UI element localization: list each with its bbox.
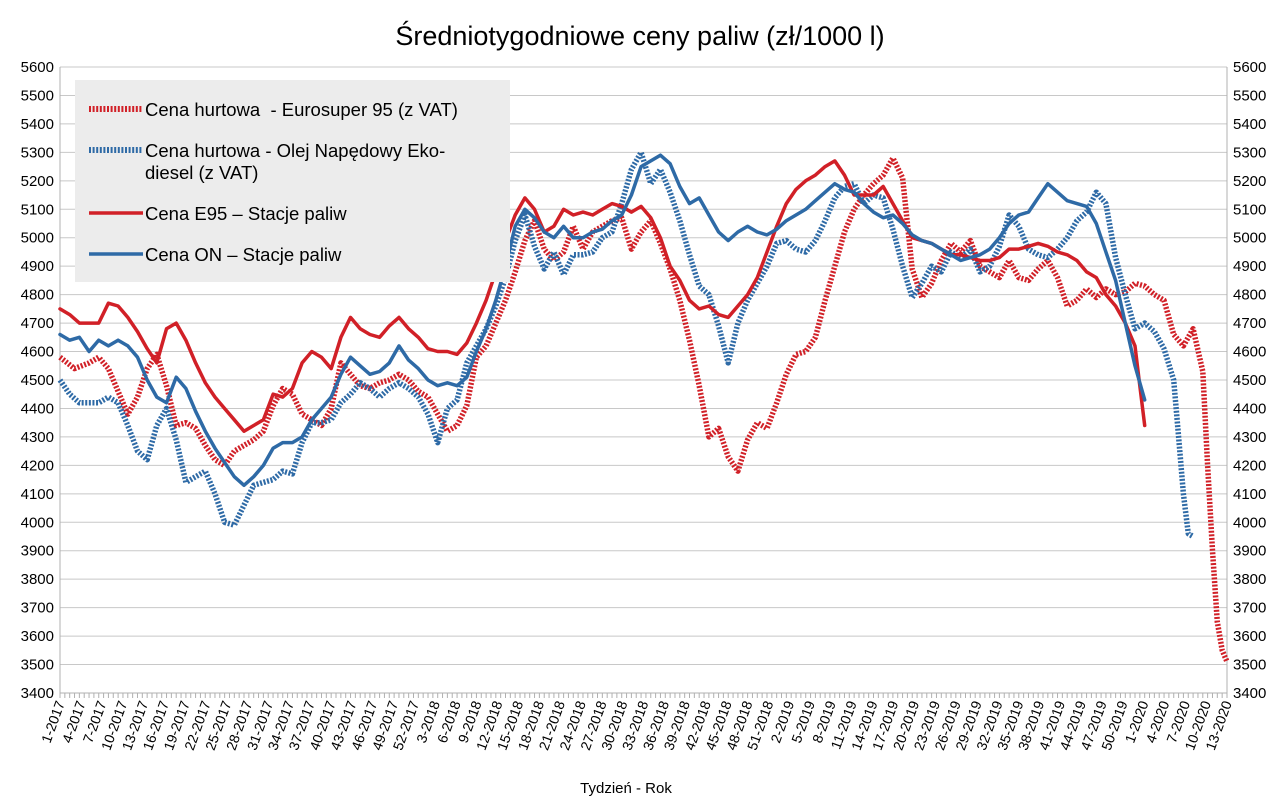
y-tick-label-right: 5400: [1233, 116, 1266, 133]
y-tick-label-left: 4200: [21, 457, 54, 474]
y-tick-label-left: 5600: [21, 59, 54, 76]
y-tick-label-left: 5500: [21, 87, 54, 104]
legend-label-e95-stations: Cena E95 – Stacje paliw: [145, 203, 347, 224]
y-tick-label-right: 4000: [1233, 514, 1266, 531]
y-tick-label-right: 3400: [1233, 685, 1266, 702]
series-layer: [57, 149, 1230, 663]
x-axis-title: Tydzień - Rok: [580, 780, 672, 797]
y-tick-label-right: 4700: [1233, 315, 1266, 332]
y-tick-label-left: 3600: [21, 628, 54, 645]
y-tick-label-right: 4600: [1233, 344, 1266, 361]
legend-background: [75, 80, 510, 282]
series-line-3: [58, 153, 1147, 488]
y-tick-label-right: 4800: [1233, 287, 1266, 304]
legend-label-eurosuper-wholesale: Cena hurtowa - Eurosuper 95 (z VAT): [145, 99, 458, 120]
y-tick-label-left: 3400: [21, 685, 54, 702]
y-tick-label-left: 5400: [21, 116, 54, 133]
y-tick-label-left: 4900: [21, 258, 54, 275]
series-line-2: [58, 159, 1147, 433]
y-tick-label-left: 4300: [21, 429, 54, 446]
y-tick-label-right: 3900: [1233, 543, 1266, 560]
y-tick-label-right: 5100: [1233, 201, 1266, 218]
x-axis-ticks: 1-20174-20177-201710-201713-201716-20171…: [38, 693, 1235, 752]
right-y-axis-ticks: 3400 3500 3600 3700 3800 3900 4000 4100 4200 4300…: [1233, 59, 1266, 702]
y-tick-label-right: 4100: [1233, 486, 1266, 503]
legend-label-on-stations: Cena ON – Stacje paliw: [145, 244, 342, 265]
y-tick-label-left: 3800: [21, 571, 54, 588]
legend-label-diesel-wholesale-line2: diesel (z VAT): [145, 162, 258, 183]
y-tick-label-right: 4200: [1233, 457, 1266, 474]
chart-title: Średniotygodniowe ceny paliw (zł/1000 l): [395, 19, 884, 51]
y-tick-label-left: 4800: [21, 287, 54, 304]
y-tick-label-left: 5200: [21, 173, 54, 190]
y-tick-label-left: 5100: [21, 201, 54, 218]
y-tick-label-right: 4400: [1233, 400, 1266, 417]
series-line-0: [58, 155, 1230, 663]
y-tick-label-right: 3800: [1233, 571, 1266, 588]
y-tick-label-right: 4500: [1233, 372, 1266, 389]
y-tick-label-right: 4300: [1233, 429, 1266, 446]
legend-label-diesel-wholesale: Cena hurtowa - Olej Napędowy Eko- diesel…: [145, 140, 450, 183]
y-tick-label-left: 4000: [21, 514, 54, 531]
y-tick-label-left: 4400: [21, 400, 54, 417]
y-tick-label-right: 5000: [1233, 230, 1266, 247]
y-tick-label-left: 4100: [21, 486, 54, 503]
y-tick-label-left: 5300: [21, 144, 54, 161]
y-tick-label-right: 3600: [1233, 628, 1266, 645]
y-tick-label-right: 5300: [1233, 144, 1266, 161]
legend: Cena hurtowa - Eurosuper 95 (z VAT) Cena…: [75, 80, 510, 282]
y-tick-label-right: 5200: [1233, 173, 1266, 190]
y-tick-label-right: 3500: [1233, 657, 1266, 674]
series-line-1: [57, 149, 1195, 539]
y-tick-label-right: 4900: [1233, 258, 1266, 275]
y-tick-label-left: 5000: [21, 230, 54, 247]
legend-label-diesel-wholesale-line1: Cena hurtowa - Olej Napędowy Eko-: [145, 140, 445, 161]
left-y-axis-ticks: 3400 3500 3600 3700 3800 3900 4000 4100 4200 4300…: [21, 59, 54, 702]
y-tick-label-left: 3500: [21, 657, 54, 674]
y-tick-label-left: 4600: [21, 344, 54, 361]
y-tick-label-right: 3700: [1233, 600, 1266, 617]
y-tick-label-left: 3700: [21, 600, 54, 617]
y-tick-label-right: 5500: [1233, 87, 1266, 104]
y-tick-label-left: 3900: [21, 543, 54, 560]
y-tick-label-left: 4500: [21, 372, 54, 389]
y-tick-label-left: 4700: [21, 315, 54, 332]
y-tick-label-right: 5600: [1233, 59, 1266, 76]
